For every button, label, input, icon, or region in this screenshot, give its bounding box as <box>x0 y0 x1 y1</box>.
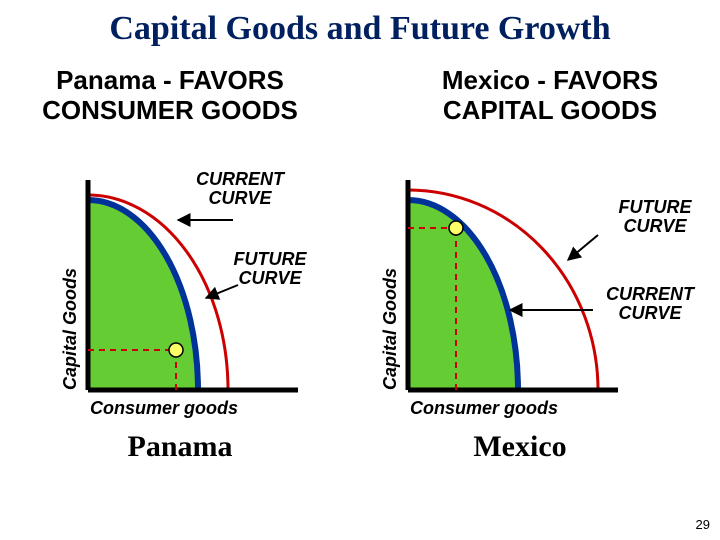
label-text: FUTURECURVE <box>234 249 307 288</box>
panama-chart: Capital Goods Consumer goods CURRENTCURV… <box>60 180 340 430</box>
mexico-chart: Capital Goods Consumer goods FUTURECURVE… <box>380 180 700 430</box>
mexico-xlabel: Consumer goods <box>410 398 558 419</box>
mexico-subtitle: Mexico - FAVORS CAPITAL GOODS <box>380 66 720 126</box>
panama-future-label: FUTURECURVE <box>205 250 335 288</box>
panama-subtitle-line1: Panama - FAVORS <box>56 65 284 95</box>
panama-xlabel: Consumer goods <box>90 398 238 419</box>
label-text: FUTURECURVE <box>619 197 692 236</box>
mexico-subtitle-line1: Mexico - FAVORS <box>442 65 658 95</box>
mexico-subtitle-line2: CAPITAL GOODS <box>443 95 657 125</box>
panama-subtitle-line2: CONSUMER GOODS <box>42 95 298 125</box>
panama-ppc-svg <box>78 180 308 400</box>
mexico-future-label: FUTURECURVE <box>590 198 720 236</box>
mexico-country-label: Mexico <box>400 430 640 464</box>
panama-subtitle: Panama - FAVORS CONSUMER GOODS <box>0 66 340 126</box>
page-number: 29 <box>696 517 710 532</box>
mexico-current-label: CURRENTCURVE <box>580 285 720 323</box>
label-text: CURRENTCURVE <box>606 284 694 323</box>
panama-current-label: CURRENTCURVE <box>170 170 310 208</box>
slide-title: Capital Goods and Future Growth <box>0 10 720 48</box>
panama-country-label: Panama <box>60 430 300 464</box>
label-text: CURRENTCURVE <box>196 169 284 208</box>
